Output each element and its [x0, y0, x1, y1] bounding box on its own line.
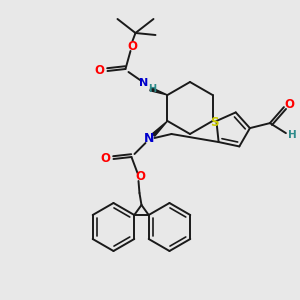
Text: N: N [139, 78, 148, 88]
Text: O: O [94, 64, 104, 77]
Text: H: H [148, 84, 157, 94]
Polygon shape [150, 87, 167, 95]
Text: O: O [100, 152, 110, 166]
Text: N: N [144, 133, 155, 146]
Text: O: O [284, 98, 294, 111]
Text: O: O [136, 170, 146, 184]
Polygon shape [152, 121, 167, 136]
Text: H: H [287, 130, 296, 140]
Text: O: O [128, 40, 137, 52]
Text: S: S [210, 116, 219, 130]
